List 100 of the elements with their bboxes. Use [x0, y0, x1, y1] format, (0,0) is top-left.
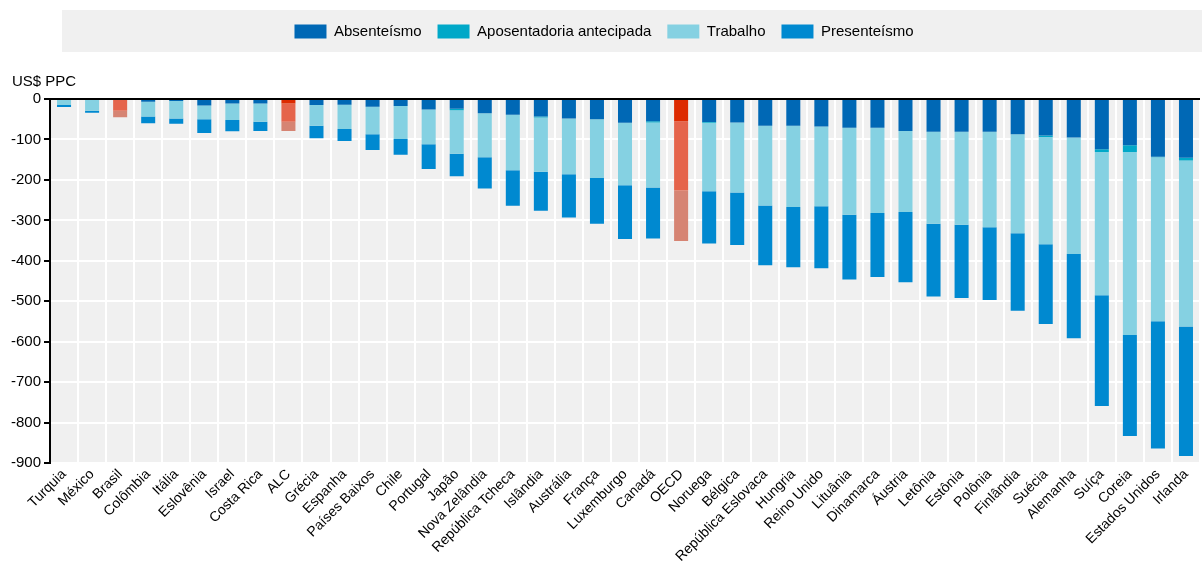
bar: [730, 192, 745, 246]
bar: [1066, 253, 1081, 339]
bar: [926, 100, 941, 132]
bar: [477, 100, 492, 114]
bar: [85, 110, 100, 113]
bar: [1038, 244, 1053, 324]
bar: [141, 116, 156, 124]
bar: [225, 103, 240, 121]
bar: [1178, 326, 1193, 456]
bar: [421, 109, 436, 145]
bar: [253, 121, 268, 131]
legend-label: Trabalho: [706, 21, 766, 39]
bar: [253, 103, 268, 122]
bar: [309, 100, 324, 106]
bar: [169, 101, 184, 119]
bar: [898, 100, 913, 131]
bar: [477, 157, 492, 189]
bar: [618, 122, 633, 186]
bar: [898, 130, 913, 212]
bar: [533, 100, 548, 117]
bar: [926, 223, 941, 297]
y-tick-label: -900: [10, 453, 42, 471]
bar: [365, 106, 380, 135]
bar: [814, 126, 829, 207]
bar: [1038, 100, 1053, 136]
bar: [730, 100, 745, 123]
y-tick-label: -600: [10, 331, 42, 349]
bar: [449, 100, 464, 109]
bar: [786, 125, 801, 208]
legend-label: Aposentadoria antecipada: [477, 21, 652, 39]
bar: [533, 171, 548, 211]
bar: [393, 139, 408, 155]
bar: [589, 100, 604, 120]
bar: [786, 100, 801, 126]
legend-label: Presenteísmo: [820, 21, 914, 39]
bar: [1066, 100, 1081, 138]
y-tick-label: -300: [10, 210, 42, 228]
y-tick-label: -800: [10, 412, 42, 430]
y-tick-label: 0: [32, 89, 42, 107]
bar: [365, 134, 380, 150]
bar: [1150, 100, 1165, 157]
bar: [814, 100, 829, 127]
bar: [561, 174, 576, 218]
bar: [730, 122, 745, 193]
bar: [842, 100, 857, 128]
bar: [1010, 134, 1025, 234]
y-tick-label: -400: [10, 251, 42, 268]
y-axis-title: US$ PPC: [12, 71, 77, 89]
bar: [786, 207, 801, 268]
bar: [449, 110, 464, 154]
bar: [309, 105, 324, 126]
bar: [169, 118, 184, 124]
bar: [1122, 334, 1137, 437]
bar: [533, 117, 548, 172]
bar: [674, 190, 689, 242]
bar: [674, 100, 689, 122]
bar: [225, 120, 240, 132]
bar: [870, 100, 885, 128]
y-tick-label: -200: [10, 170, 42, 188]
bar: [842, 214, 857, 280]
bar: [1094, 149, 1109, 153]
bar: [589, 119, 604, 178]
bar: [1094, 295, 1109, 407]
bar: [954, 131, 969, 225]
bar: [197, 119, 212, 133]
bar: [1010, 233, 1025, 311]
bar: [281, 103, 296, 122]
bar: [870, 213, 885, 278]
bar: [337, 100, 352, 105]
bar: [561, 118, 576, 175]
bar: [646, 187, 661, 239]
bar: [758, 125, 773, 206]
bar: [197, 100, 212, 106]
bar: [393, 100, 408, 106]
bar: [57, 105, 72, 108]
bar: [954, 100, 969, 132]
bar: [1178, 100, 1193, 158]
bar: [197, 105, 212, 120]
bar: [870, 127, 885, 214]
bar: [842, 127, 857, 215]
bar: [702, 100, 717, 123]
bar: [618, 185, 633, 240]
bar: [814, 206, 829, 269]
bar: [702, 191, 717, 244]
bar: [1066, 137, 1081, 254]
bar: [1178, 160, 1193, 327]
bar: [982, 100, 997, 132]
bar: [85, 100, 100, 111]
bar: [281, 121, 296, 131]
bar: [898, 211, 913, 283]
bar: [982, 131, 997, 228]
bar: [589, 177, 604, 224]
bar: [758, 100, 773, 126]
bar: [1150, 321, 1165, 449]
bar: [421, 100, 436, 110]
y-tick-label: -700: [10, 372, 42, 390]
bar: [1094, 152, 1109, 296]
bar: [337, 104, 352, 129]
bar: [141, 101, 156, 117]
bar: [113, 100, 128, 111]
